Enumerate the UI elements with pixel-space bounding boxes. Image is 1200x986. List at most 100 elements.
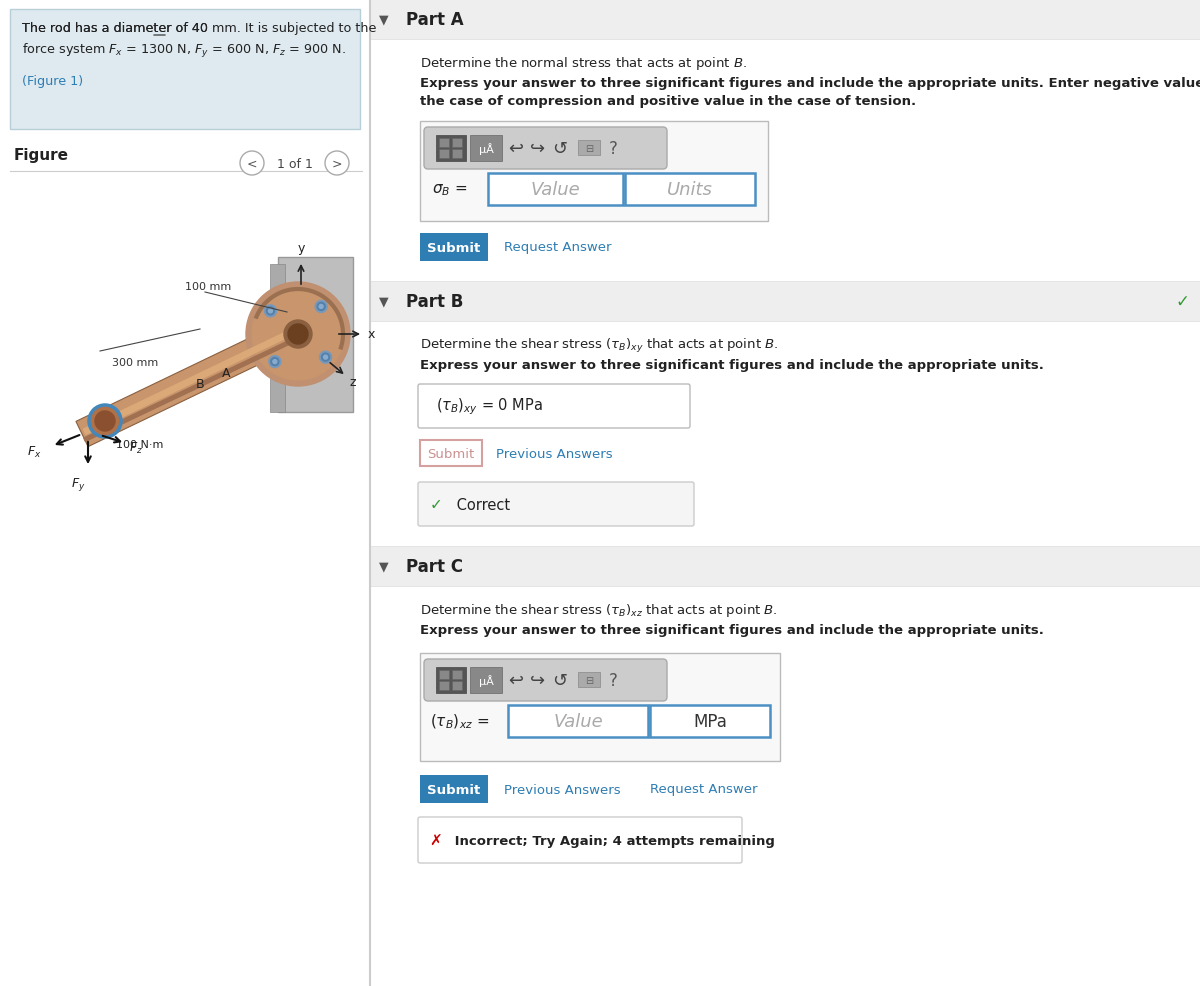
Text: Submit: Submit (427, 242, 481, 254)
Bar (439, 139, 449, 148)
Text: ↩: ↩ (509, 671, 523, 689)
Text: Express your answer to three significant figures and include the appropriate uni: Express your answer to three significant… (420, 359, 1044, 372)
Text: The rod has a diameter of 40: The rod has a diameter of 40 (22, 22, 212, 35)
Circle shape (264, 306, 276, 317)
Text: Determine the shear stress $(\tau_B)_{xy}$ that acts at point $B$.: Determine the shear stress $(\tau_B)_{xy… (420, 336, 779, 355)
Text: Value: Value (553, 712, 602, 731)
Text: Correct: Correct (452, 497, 510, 512)
Bar (508, 705, 648, 738)
Text: z: z (350, 376, 356, 389)
Text: B: B (196, 378, 205, 390)
Bar (370, 546, 1200, 587)
Circle shape (240, 152, 264, 176)
Bar (439, 150, 449, 159)
Polygon shape (83, 330, 292, 436)
Text: $F_y$: $F_y$ (71, 475, 85, 492)
Text: ↺: ↺ (552, 671, 568, 689)
Bar (436, 668, 466, 693)
Text: $(\tau_B)_{xz}$ =: $(\tau_B)_{xz}$ = (430, 712, 490, 731)
Circle shape (319, 305, 323, 309)
Text: the case of compression and positive value in the case of tension.: the case of compression and positive val… (420, 95, 916, 107)
Text: ↩: ↩ (509, 140, 523, 158)
Bar (436, 136, 466, 162)
Polygon shape (76, 322, 296, 448)
Text: y: y (298, 242, 305, 254)
Circle shape (288, 324, 308, 345)
Text: $F_x$: $F_x$ (26, 444, 41, 459)
Bar (420, 654, 780, 761)
Bar (370, 0, 1200, 40)
Circle shape (269, 310, 272, 314)
Text: Previous Answers: Previous Answers (504, 783, 620, 796)
Bar (420, 234, 488, 261)
Text: Express your answer to three significant figures and include the appropriate uni: Express your answer to three significant… (420, 77, 1200, 90)
Text: ▼: ▼ (379, 14, 389, 27)
Text: ↺: ↺ (552, 140, 568, 158)
Text: $(\tau_B)_{xy}$ = 0 MPa: $(\tau_B)_{xy}$ = 0 MPa (436, 396, 542, 417)
Bar (625, 174, 755, 206)
Text: Submit: Submit (427, 783, 481, 796)
Text: ↪: ↪ (530, 671, 546, 689)
Circle shape (325, 152, 349, 176)
Text: x: x (368, 328, 376, 341)
Text: Request Answer: Request Answer (650, 783, 757, 796)
Text: ✗: ✗ (430, 832, 443, 848)
Text: 100 N·m: 100 N·m (116, 440, 163, 450)
FancyBboxPatch shape (424, 128, 667, 170)
Bar (470, 668, 502, 693)
Circle shape (266, 308, 275, 316)
Text: Express your answer to three significant figures and include the appropriate uni: Express your answer to three significant… (420, 623, 1044, 636)
Bar (470, 136, 502, 162)
Circle shape (246, 283, 350, 387)
Text: 300 mm: 300 mm (112, 358, 158, 368)
Circle shape (272, 360, 277, 364)
Circle shape (252, 289, 344, 381)
Text: Units: Units (667, 180, 713, 199)
Circle shape (95, 411, 115, 432)
Bar (452, 150, 462, 159)
Text: $\sigma_B$ =: $\sigma_B$ = (432, 182, 468, 197)
Bar (270, 264, 286, 412)
Bar (420, 441, 482, 466)
Text: Part A: Part A (406, 11, 463, 29)
Bar (278, 257, 353, 412)
Text: The rod has a diameter of 40 mm. It is subjected to the: The rod has a diameter of 40 mm. It is s… (22, 22, 377, 35)
FancyBboxPatch shape (418, 817, 742, 863)
Text: $F_z$: $F_z$ (130, 440, 143, 456)
Text: μÅ: μÅ (479, 674, 493, 686)
Circle shape (269, 356, 281, 368)
Bar (370, 282, 1200, 321)
Text: force system $F_x$ = 1300 N, $F_y$ = 600 N, $F_z$ = 900 N.: force system $F_x$ = 1300 N, $F_y$ = 600… (22, 42, 346, 60)
Text: μÅ: μÅ (479, 143, 493, 155)
Text: <: < (247, 158, 257, 171)
Circle shape (324, 356, 328, 360)
FancyBboxPatch shape (418, 385, 690, 429)
Text: ⊟: ⊟ (584, 144, 593, 154)
Text: Request Answer: Request Answer (504, 242, 612, 254)
Text: ↪: ↪ (530, 140, 546, 158)
Bar (420, 122, 768, 222)
Text: ?: ? (608, 671, 618, 689)
Bar (578, 672, 600, 687)
Text: Incorrect; Try Again; 4 attempts remaining: Incorrect; Try Again; 4 attempts remaini… (450, 833, 775, 847)
Text: Part C: Part C (406, 557, 463, 576)
Text: >: > (331, 158, 342, 171)
Text: Value: Value (530, 180, 580, 199)
Text: Submit: Submit (427, 447, 475, 460)
Circle shape (284, 320, 312, 349)
Text: ✓: ✓ (1175, 293, 1189, 311)
Bar (10, 10, 360, 130)
Bar (650, 705, 770, 738)
Text: Determine the shear stress $(\tau_B)_{xz}$ that acts at point $B$.: Determine the shear stress $(\tau_B)_{xz… (420, 601, 778, 618)
Bar (578, 141, 600, 156)
Polygon shape (83, 340, 292, 443)
Text: MPa: MPa (694, 712, 727, 731)
Text: Figure: Figure (14, 148, 70, 163)
Circle shape (316, 301, 328, 314)
Text: Determine the normal stress that acts at point $B$.: Determine the normal stress that acts at… (420, 55, 748, 72)
Circle shape (319, 352, 331, 364)
FancyBboxPatch shape (418, 482, 694, 527)
Text: ✓: ✓ (430, 497, 443, 512)
Bar (420, 775, 488, 804)
Text: 100 mm: 100 mm (185, 282, 232, 292)
